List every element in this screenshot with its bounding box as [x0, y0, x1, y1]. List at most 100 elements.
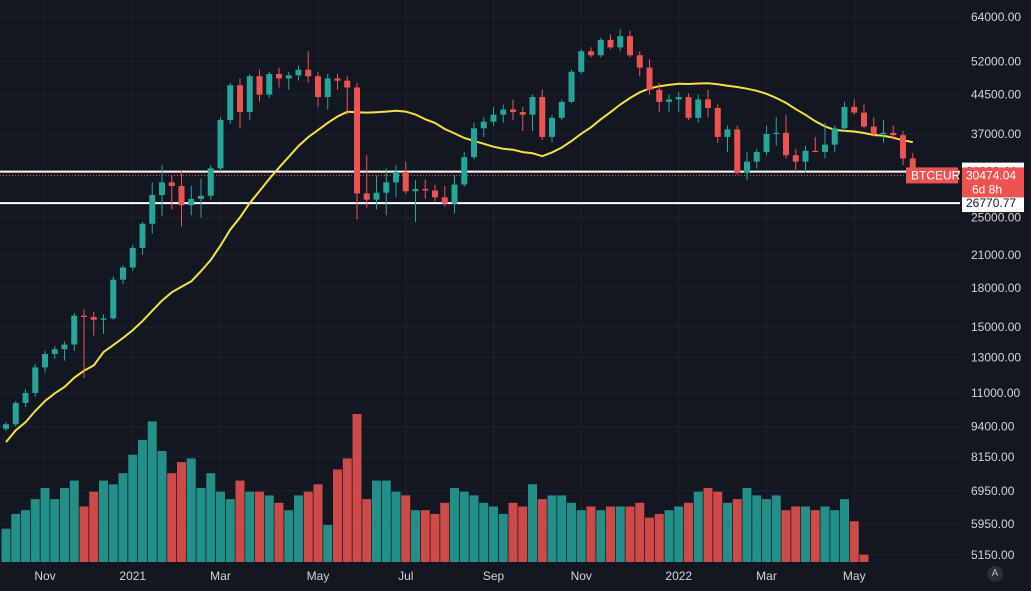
candle-body [714, 107, 721, 137]
volume-bar [450, 488, 459, 562]
candle [558, 99, 565, 121]
candle-body [81, 315, 87, 318]
candle [802, 145, 809, 174]
candle-body [373, 192, 380, 200]
volume-bar [537, 499, 547, 562]
candle-body [139, 223, 146, 248]
candle-body [110, 279, 117, 319]
time-tick-label: May [843, 569, 866, 583]
volume-bar [167, 473, 177, 562]
time-tick-label: Mar [210, 569, 231, 583]
tradingview-logo-icon[interactable]: A [987, 566, 1003, 582]
volume-bar [391, 491, 401, 562]
candle [627, 30, 633, 58]
candle [861, 104, 867, 129]
candle-body [61, 344, 68, 350]
candle-body [822, 144, 828, 153]
candle-body [510, 109, 516, 113]
candle-body [71, 315, 78, 345]
candle-body [636, 55, 643, 68]
price-line-tag-label: 26770.77 [966, 196, 1016, 210]
candle [519, 106, 526, 132]
candle [22, 389, 29, 408]
volume-bar [459, 491, 469, 562]
price-tick-label: 25000.00 [971, 211, 1021, 225]
candle-body [90, 317, 97, 320]
candle [607, 34, 614, 50]
last-price-tag [962, 167, 1024, 198]
candle-body [597, 39, 604, 56]
volume-bar [693, 491, 703, 562]
candle [188, 186, 195, 216]
volume-bar [518, 506, 528, 562]
volume-bar [333, 469, 342, 562]
price-axis[interactable]: 64000.00 52000.00 44500.00 37000.00 25000.00… [971, 10, 1021, 562]
symbol-tag-label: BTCEUR [911, 168, 961, 182]
horizontal-lines[interactable] [0, 170, 960, 205]
volume-bar [274, 502, 284, 562]
candle [12, 400, 19, 427]
candle-body [324, 78, 331, 97]
candle-body [432, 190, 438, 198]
candle-body [695, 99, 702, 118]
time-tick-label: Nov [34, 569, 55, 583]
volume-bar [79, 506, 89, 562]
candle [490, 106, 497, 126]
candle-body [568, 71, 575, 102]
candle-body [607, 39, 614, 48]
volume-bar [89, 491, 99, 562]
candle-body [890, 132, 897, 136]
volume-bar [157, 451, 167, 562]
candle [266, 71, 273, 98]
countdown-label: 6d 8h [972, 182, 1002, 196]
candle [432, 184, 438, 202]
candle-body [773, 132, 780, 134]
candle-body [900, 135, 906, 159]
candle [831, 125, 838, 153]
candle [471, 122, 477, 160]
candle-body [627, 36, 633, 56]
volume-bar [489, 506, 498, 562]
candle-body [383, 182, 390, 193]
candle [276, 67, 282, 88]
candle-body [168, 182, 175, 187]
time-axis[interactable]: Nov 2021 Mar May Jul Sep Nov 2022 Mar May [34, 569, 865, 583]
candle-body [490, 114, 497, 122]
candle [237, 78, 243, 129]
volume-bar [118, 473, 128, 562]
volume-bar [810, 510, 820, 562]
volume-bar [381, 480, 391, 562]
candle [792, 148, 799, 172]
price-tick-label: 8150.00 [971, 450, 1015, 464]
candle [705, 89, 711, 118]
volume-bar [294, 495, 303, 562]
candle [354, 82, 360, 220]
candle [480, 117, 487, 137]
candle [578, 49, 585, 75]
candle-body [344, 80, 351, 88]
time-tick-label: 2021 [119, 569, 146, 583]
candle-body [880, 132, 887, 134]
candle [636, 51, 643, 77]
candle-body [198, 195, 204, 199]
volume-bar [99, 480, 108, 562]
candle-body [393, 171, 399, 183]
volume-bar [60, 488, 69, 562]
candle [246, 74, 253, 121]
candle-body [120, 267, 126, 280]
volume-bar [245, 491, 255, 562]
candles [3, 29, 916, 432]
candle [441, 186, 448, 207]
candle-body [744, 161, 750, 174]
volume-bar [479, 502, 489, 562]
candle-body [266, 74, 273, 95]
volume-bar [196, 488, 206, 562]
volume-bar [703, 488, 713, 562]
volume-bar [352, 414, 362, 562]
volume-bar [596, 510, 606, 562]
candle-body [178, 186, 185, 206]
volume-bar [128, 454, 138, 562]
candle [539, 89, 546, 140]
volume-bar [801, 506, 810, 562]
